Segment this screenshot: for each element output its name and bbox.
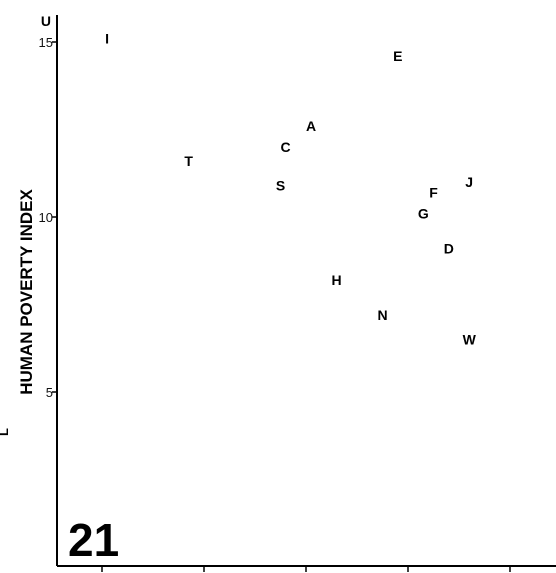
point-label-d: D	[444, 241, 454, 257]
point-label-f: F	[429, 185, 438, 201]
y-axis-label: HUMAN POVERTY INDEX	[17, 189, 36, 395]
panel-number: 21	[68, 514, 119, 566]
point-label-h: H	[332, 272, 342, 288]
point-label-c: C	[281, 139, 291, 155]
point-label-s: S	[276, 178, 285, 194]
y-ticks: 5 10 15	[39, 35, 57, 400]
point-label-n: N	[377, 307, 387, 323]
point-label-t: T	[184, 153, 193, 169]
point-label-j: J	[465, 174, 473, 190]
y-tick-label: 5	[46, 385, 53, 400]
data-points: U I E AC T S J FG D H N W	[41, 13, 477, 348]
y-tick-label: 15	[39, 35, 53, 50]
point-label-w: W	[463, 332, 477, 348]
point-label-g: G	[418, 206, 429, 222]
y-tick-label: 10	[39, 210, 53, 225]
point-label-u: U	[41, 13, 51, 29]
edge-letter: L	[0, 428, 11, 436]
point-label-i: I	[105, 31, 109, 47]
point-label-a: A	[306, 118, 316, 134]
point-label-e: E	[393, 48, 402, 64]
